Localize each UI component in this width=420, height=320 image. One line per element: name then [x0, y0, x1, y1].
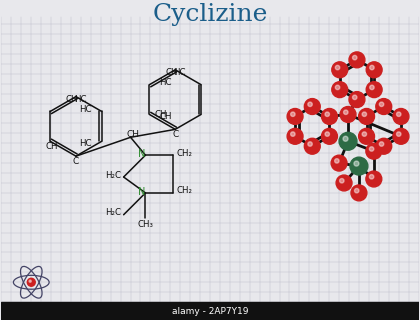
Circle shape [29, 280, 31, 282]
Circle shape [322, 128, 337, 144]
Text: CH: CH [126, 130, 139, 139]
Text: CH: CH [159, 112, 172, 121]
Text: H₂C: H₂C [105, 171, 121, 180]
Text: CH₂: CH₂ [176, 187, 192, 196]
Circle shape [27, 278, 35, 286]
Circle shape [332, 62, 348, 78]
Circle shape [354, 161, 359, 166]
Circle shape [369, 147, 374, 151]
Text: HC: HC [173, 68, 186, 77]
Text: alamy - 2AP7Y19: alamy - 2AP7Y19 [172, 307, 248, 316]
Circle shape [336, 175, 352, 191]
Text: CH: CH [155, 110, 167, 119]
Circle shape [362, 112, 367, 116]
Circle shape [287, 128, 303, 144]
Circle shape [393, 108, 409, 124]
Circle shape [287, 108, 303, 124]
Text: HC: HC [74, 95, 86, 104]
Circle shape [349, 92, 365, 108]
Circle shape [304, 99, 320, 115]
Circle shape [370, 65, 374, 70]
Circle shape [343, 136, 348, 141]
Circle shape [304, 138, 320, 154]
Circle shape [325, 112, 329, 116]
Circle shape [369, 174, 374, 179]
Text: HC: HC [79, 139, 92, 148]
Text: CH: CH [46, 142, 58, 151]
Circle shape [376, 138, 392, 154]
Circle shape [354, 188, 359, 193]
Circle shape [370, 85, 374, 90]
Circle shape [376, 99, 392, 115]
Text: CH₂: CH₂ [176, 149, 192, 158]
Circle shape [332, 82, 348, 98]
Bar [2, 302, 418, 320]
Circle shape [366, 171, 382, 187]
Circle shape [396, 112, 401, 116]
Text: Cyclizine: Cyclizine [152, 3, 268, 26]
Text: N: N [138, 149, 145, 159]
Circle shape [366, 143, 382, 159]
Circle shape [308, 142, 312, 146]
Text: HC: HC [79, 105, 92, 114]
Text: N: N [138, 187, 145, 197]
Text: H₂C: H₂C [105, 208, 121, 217]
Circle shape [331, 155, 347, 171]
Circle shape [322, 108, 337, 124]
Text: CH₃: CH₃ [137, 220, 153, 229]
Text: C: C [172, 130, 178, 139]
Circle shape [366, 82, 382, 98]
Circle shape [379, 142, 384, 146]
Circle shape [352, 95, 357, 100]
Circle shape [291, 132, 295, 136]
Circle shape [335, 85, 340, 90]
Circle shape [396, 132, 401, 136]
Circle shape [379, 102, 384, 107]
Circle shape [339, 132, 357, 150]
Circle shape [308, 102, 312, 107]
Circle shape [335, 159, 339, 163]
Text: HC: HC [159, 78, 172, 87]
Circle shape [359, 128, 375, 144]
Circle shape [335, 65, 340, 70]
Circle shape [349, 52, 365, 68]
Circle shape [340, 107, 356, 123]
Circle shape [344, 110, 348, 115]
Circle shape [352, 55, 357, 60]
Circle shape [350, 157, 368, 175]
Text: C: C [73, 156, 79, 166]
Circle shape [362, 132, 367, 136]
Text: CH: CH [165, 68, 178, 77]
Circle shape [351, 185, 367, 201]
Circle shape [393, 128, 409, 144]
Circle shape [366, 62, 382, 78]
Text: CH: CH [66, 95, 78, 104]
Circle shape [359, 108, 375, 124]
Circle shape [291, 112, 295, 116]
Circle shape [340, 179, 344, 183]
Circle shape [325, 132, 329, 136]
